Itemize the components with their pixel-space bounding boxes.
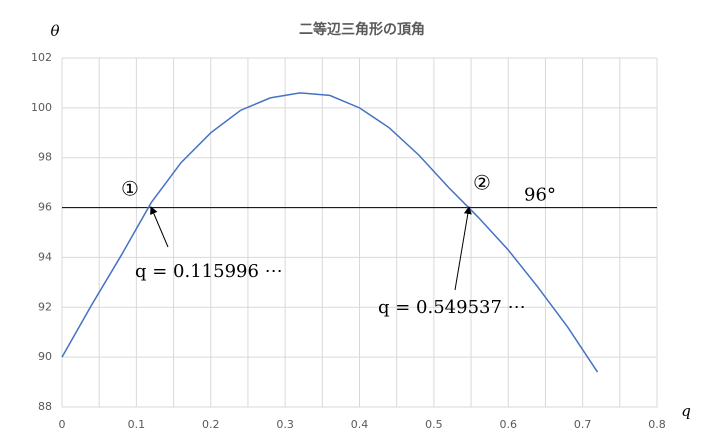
annotation-text: q = 0.549537 ⋯ [378,297,526,318]
x-tick-label: 0.6 [500,418,518,431]
annotation-text: q = 0.115996 ⋯ [135,261,283,282]
annotation-arrow [150,206,169,248]
x-tick-label: 0.1 [128,418,146,431]
annotation-marker: ② [473,171,491,195]
y-tick-label: 96 [38,201,52,214]
x-tick-label: 0.7 [574,418,592,431]
y-tick-label: 94 [38,250,52,263]
x-tick-label: 0.3 [276,418,294,431]
y-tick-label: 92 [38,300,52,313]
y-tick-label: 98 [38,151,52,164]
y-tick-label: 102 [31,51,52,64]
y-axis-label: θ [50,22,59,40]
x-tick-label: 0.8 [648,418,666,431]
x-tick-label: 0 [59,418,66,431]
line-series [61,92,599,373]
y-tick-label: 90 [38,350,52,363]
y-tick-label: 100 [31,101,52,114]
x-tick-label: 0.2 [202,418,220,431]
reference-label: 96° [524,185,556,206]
x-axis-label: q [681,402,691,420]
chart-title: 二等辺三角形の頂角 [299,21,425,38]
x-tick-label: 0.4 [351,418,369,431]
annotation-marker: ① [121,177,139,201]
y-tick-label: 88 [38,400,52,413]
annotation-arrow [454,206,472,291]
x-tick-label: 0.5 [425,418,443,431]
